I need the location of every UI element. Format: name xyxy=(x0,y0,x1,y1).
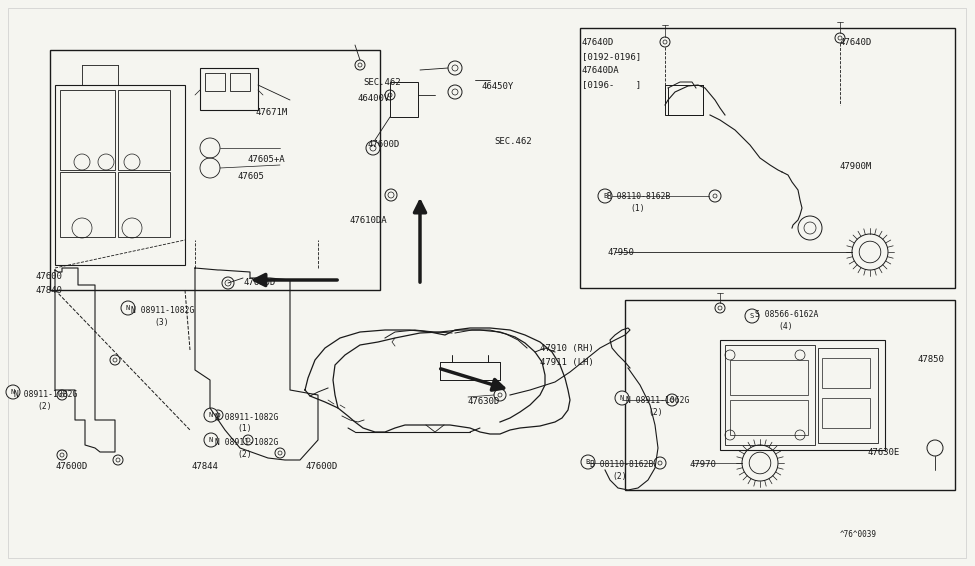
Text: 47600D: 47600D xyxy=(55,462,87,471)
Text: B 08110-8162B: B 08110-8162B xyxy=(607,192,671,201)
Text: B: B xyxy=(586,459,590,465)
Bar xyxy=(818,348,878,443)
Text: S: S xyxy=(750,313,754,319)
Text: 47600D: 47600D xyxy=(368,140,401,149)
Bar xyxy=(822,358,870,388)
Text: B 08110-8162B: B 08110-8162B xyxy=(590,460,653,469)
Bar xyxy=(580,28,955,288)
Text: 47605+A: 47605+A xyxy=(248,155,286,164)
Bar xyxy=(200,68,258,110)
Text: 47844: 47844 xyxy=(192,462,218,471)
Text: (4): (4) xyxy=(778,322,793,331)
Text: SEC.462: SEC.462 xyxy=(494,137,531,146)
Bar xyxy=(725,345,815,445)
Text: 47640DA: 47640DA xyxy=(582,66,620,75)
Text: N: N xyxy=(620,395,624,401)
Circle shape xyxy=(598,189,612,203)
Text: 47630E: 47630E xyxy=(868,448,900,457)
Text: 47610D: 47610D xyxy=(243,278,275,287)
Text: N 08911-1082G: N 08911-1082G xyxy=(14,390,77,399)
Text: SEC.462: SEC.462 xyxy=(363,78,401,87)
Text: (3): (3) xyxy=(154,318,169,327)
Circle shape xyxy=(121,301,135,315)
Text: (1): (1) xyxy=(630,204,644,213)
Bar xyxy=(205,73,225,91)
Text: N 08911-1062G: N 08911-1062G xyxy=(626,396,689,405)
Bar xyxy=(118,172,170,237)
Bar xyxy=(50,50,380,290)
Circle shape xyxy=(6,385,20,399)
Text: N 08911-1082G: N 08911-1082G xyxy=(215,438,279,447)
Text: 47600D: 47600D xyxy=(305,462,337,471)
Bar xyxy=(60,90,115,170)
Text: N 08911-1082G: N 08911-1082G xyxy=(215,413,279,422)
Text: N 08911-1082G: N 08911-1082G xyxy=(131,306,194,315)
Text: 47850: 47850 xyxy=(918,355,945,364)
Text: (2): (2) xyxy=(237,450,252,459)
Text: (2): (2) xyxy=(37,402,52,411)
Text: 46400V: 46400V xyxy=(357,94,389,103)
Circle shape xyxy=(745,309,759,323)
Text: 47610DA: 47610DA xyxy=(350,216,388,225)
Text: B: B xyxy=(603,193,607,199)
Text: N: N xyxy=(209,437,214,443)
Bar xyxy=(60,172,115,237)
Bar xyxy=(118,90,170,170)
Text: (2): (2) xyxy=(648,408,663,417)
Bar xyxy=(730,360,808,395)
Circle shape xyxy=(204,408,218,422)
Text: 47605: 47605 xyxy=(237,172,264,181)
Text: N: N xyxy=(11,389,16,395)
Bar xyxy=(720,340,885,450)
Circle shape xyxy=(204,433,218,447)
Text: 47630D: 47630D xyxy=(468,397,500,406)
Text: 47910 (RH): 47910 (RH) xyxy=(540,344,594,353)
Bar xyxy=(625,300,955,490)
Text: [0196-    ]: [0196- ] xyxy=(582,80,642,89)
Text: 47840: 47840 xyxy=(35,286,61,295)
Bar xyxy=(730,400,808,435)
Text: 47671M: 47671M xyxy=(255,108,288,117)
Text: 47600: 47600 xyxy=(35,272,61,281)
Bar xyxy=(230,73,250,91)
Circle shape xyxy=(581,455,595,469)
Text: 47950: 47950 xyxy=(607,248,634,257)
Text: (1): (1) xyxy=(237,424,252,433)
Bar xyxy=(665,85,703,115)
Text: (2): (2) xyxy=(612,472,627,481)
Bar xyxy=(390,82,418,117)
Text: 47640D: 47640D xyxy=(840,38,873,47)
Text: 47640D: 47640D xyxy=(582,38,614,47)
Text: 47900M: 47900M xyxy=(840,162,873,171)
Text: ^76^0039: ^76^0039 xyxy=(840,530,877,539)
Text: [0192-0196]: [0192-0196] xyxy=(582,52,642,61)
Bar xyxy=(55,85,185,265)
Text: 46450Y: 46450Y xyxy=(481,82,513,91)
Bar xyxy=(822,398,870,428)
Text: N: N xyxy=(209,412,214,418)
Text: N: N xyxy=(126,305,130,311)
Circle shape xyxy=(615,391,629,405)
Text: S 08566-6162A: S 08566-6162A xyxy=(755,310,818,319)
Text: 47970: 47970 xyxy=(690,460,717,469)
Text: 47911 (LH): 47911 (LH) xyxy=(540,358,594,367)
